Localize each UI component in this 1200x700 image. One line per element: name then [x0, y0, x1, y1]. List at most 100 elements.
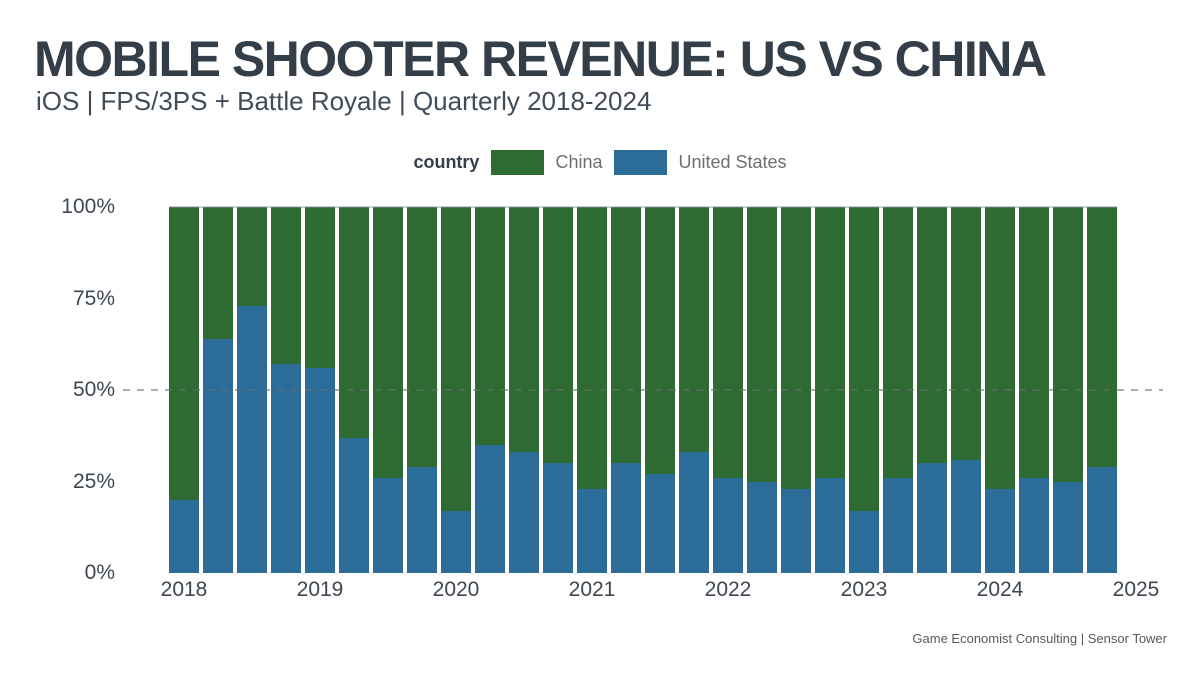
bar-2022-q1 — [713, 207, 743, 573]
x-axis-tick-label: 2022 — [704, 578, 752, 601]
bar-2020-q3 — [509, 207, 539, 573]
bar-segment-china — [509, 207, 539, 453]
bar-2024-q1 — [985, 207, 1015, 573]
x-axis-tick-label: 2024 — [976, 578, 1024, 601]
bar-segment-china — [815, 207, 845, 478]
bar-segment-united-states — [747, 481, 777, 573]
x-axis-tick-label: 2018 — [160, 578, 208, 601]
bar-2019-q1 — [305, 207, 335, 573]
bar-segment-china — [305, 207, 335, 369]
bar-segment-china — [373, 207, 403, 478]
bar-segment-china — [475, 207, 505, 445]
bar-2023-q1 — [849, 207, 879, 573]
bar-segment-united-states — [951, 459, 981, 573]
legend-label-united-states: United States — [678, 152, 787, 172]
bar-segment-united-states — [645, 474, 675, 573]
bar-2021-q2 — [611, 207, 641, 573]
bar-2018-q2 — [203, 207, 233, 573]
bar-2022-q4 — [815, 207, 845, 573]
bar-segment-china — [1087, 207, 1117, 467]
legend-item-china: China — [491, 150, 602, 175]
bar-segment-united-states — [1019, 477, 1049, 573]
bar-2023-q2 — [883, 207, 913, 573]
bar-2018-q1 — [169, 207, 199, 573]
bar-segment-china — [271, 207, 301, 365]
chart-title: MOBILE SHOOTER REVENUE: US VS CHINA — [34, 31, 1047, 87]
bar-2021-q4 — [679, 207, 709, 573]
bar-2019-q3 — [373, 207, 403, 573]
bar-2020-q4 — [543, 207, 573, 573]
bar-segment-china — [781, 207, 811, 489]
y-axis-tick-label: 75% — [72, 286, 115, 310]
bar-segment-united-states — [305, 368, 335, 573]
legend-label-china: China — [555, 152, 603, 172]
bar-segment-united-states — [203, 338, 233, 573]
chart-subtitle: iOS | FPS/3PS + Battle Royale | Quarterl… — [36, 86, 652, 116]
bar-segment-united-states — [985, 488, 1015, 573]
bar-segment-united-states — [441, 510, 471, 573]
y-axis-tick-label: 25% — [72, 469, 115, 493]
bar-2018-q4 — [271, 207, 301, 573]
bar-2023-q3 — [917, 207, 947, 573]
bar-segment-china — [611, 207, 641, 464]
bar-2024-q3 — [1053, 207, 1083, 573]
bar-2019-q2 — [339, 207, 369, 573]
fifty-percent-reference-line — [123, 389, 1163, 391]
bar-2019-q4 — [407, 207, 437, 573]
bar-segment-china — [577, 207, 607, 489]
bar-segment-china — [1019, 207, 1049, 478]
bar-segment-united-states — [815, 477, 845, 573]
bar-segment-china — [203, 207, 233, 339]
bar-segment-china — [1053, 207, 1083, 482]
bar-segment-china — [849, 207, 879, 511]
bar-segment-china — [237, 207, 267, 306]
bar-segment-united-states — [713, 477, 743, 573]
bar-segment-united-states — [339, 437, 369, 573]
bar-segment-united-states — [577, 488, 607, 573]
bar-segment-united-states — [509, 452, 539, 573]
bar-2024-q2 — [1019, 207, 1049, 573]
x-axis-tick-label: 2019 — [296, 578, 344, 601]
bar-2024-q4 — [1087, 207, 1117, 573]
bar-segment-china — [339, 207, 369, 438]
bar-segment-united-states — [373, 477, 403, 573]
bar-segment-china — [645, 207, 675, 475]
bar-segment-united-states — [781, 488, 811, 573]
bar-segment-china — [985, 207, 1015, 489]
bar-segment-united-states — [611, 463, 641, 573]
bar-2021-q3 — [645, 207, 675, 573]
bar-segment-united-states — [849, 510, 879, 573]
bar-segment-china — [883, 207, 913, 478]
china-color-swatch — [491, 150, 545, 175]
y-axis-tick-label: 100% — [61, 195, 115, 218]
y-axis-tick-label: 0% — [84, 561, 115, 584]
bar-segment-united-states — [883, 477, 913, 573]
bar-2022-q3 — [781, 207, 811, 573]
bar-2021-q1 — [577, 207, 607, 573]
hundred-percent-gridline — [169, 206, 1117, 208]
bar-2018-q3 — [237, 207, 267, 573]
bar-segment-united-states — [169, 499, 199, 573]
bar-segment-china — [543, 207, 573, 464]
x-axis-tick-label: 2020 — [432, 578, 480, 601]
source-attribution: Game Economist Consulting | Sensor Tower — [912, 631, 1167, 646]
bar-segment-united-states — [543, 463, 573, 573]
bar-segment-united-states — [917, 463, 947, 573]
x-axis-tick-label: 2023 — [840, 578, 888, 601]
bar-2023-q4 — [951, 207, 981, 573]
bar-segment-united-states — [271, 364, 301, 573]
y-axis-tick-label: 50% — [72, 378, 115, 401]
legend: country China United States — [0, 150, 1200, 175]
bar-segment-china — [713, 207, 743, 478]
bar-segment-united-states — [237, 305, 267, 573]
x-axis-tick-label: 2021 — [568, 578, 616, 601]
bar-segment-united-states — [407, 466, 437, 573]
united-states-color-swatch — [614, 150, 668, 175]
bar-segment-china — [917, 207, 947, 464]
bar-2020-q2 — [475, 207, 505, 573]
bar-segment-china — [169, 207, 199, 500]
bar-segment-united-states — [679, 452, 709, 573]
legend-item-united-states: United States — [614, 150, 787, 175]
